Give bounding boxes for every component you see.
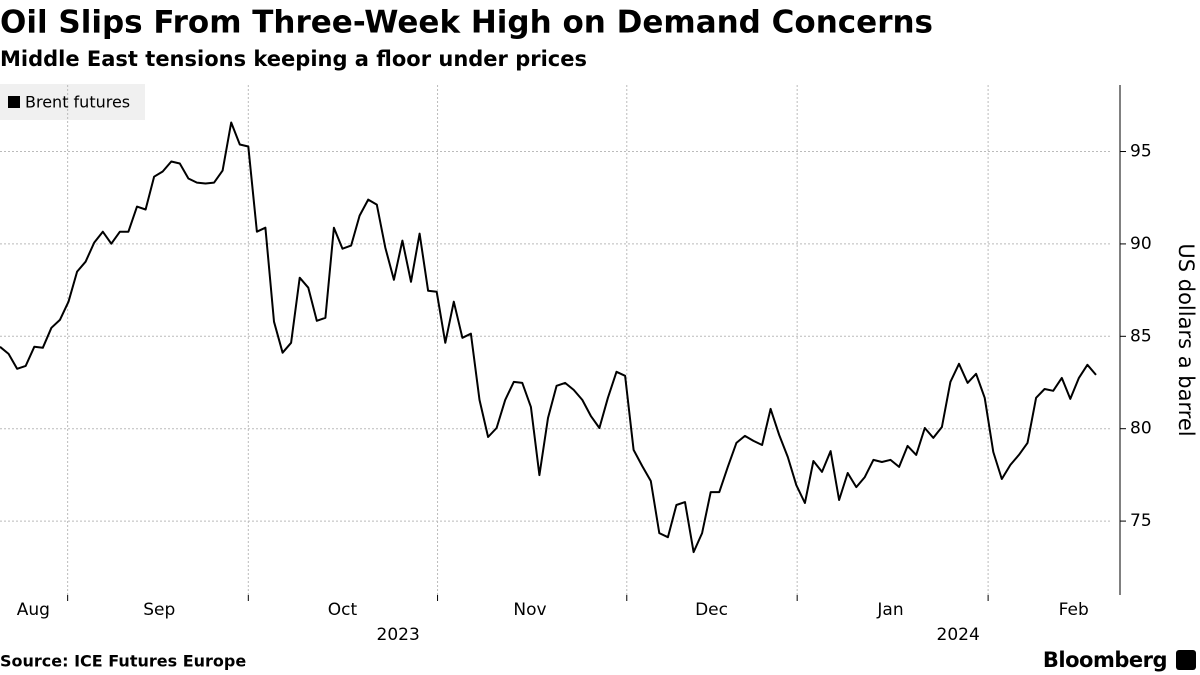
x-tick-label: Feb (1059, 600, 1089, 620)
x-tick-label: Aug (17, 600, 50, 620)
x-tick-label: Sep (143, 600, 175, 620)
y-tick-label: 85 (1130, 326, 1152, 346)
x-tick-label: Nov (513, 600, 546, 620)
chart-subtitle: Middle East tensions keeping a floor und… (0, 47, 587, 71)
source: Source: ICE Futures Europe (0, 652, 246, 671)
brand-icon (1176, 650, 1196, 670)
x-tick-label: Dec (695, 600, 728, 620)
x-tick-label: Jan (876, 600, 903, 620)
y-tick-label: 75 (1130, 511, 1152, 531)
year-label: 2024 (937, 625, 980, 645)
brand: Bloomberg (1043, 648, 1167, 672)
legend-label: Brent futures (25, 93, 130, 112)
y-tick-label: 95 (1130, 142, 1152, 162)
chart-title: Oil Slips From Three-Week High on Demand… (0, 5, 933, 41)
x-tick-label: Oct (328, 600, 358, 620)
legend-box (0, 84, 145, 120)
year-label: 2023 (377, 625, 420, 645)
line-series (0, 121, 1097, 554)
legend-swatch (8, 96, 20, 108)
y-axis-label: US dollars a barrel (1174, 243, 1198, 436)
y-tick-label: 90 (1130, 234, 1152, 254)
y-tick-label: 80 (1130, 419, 1152, 439)
